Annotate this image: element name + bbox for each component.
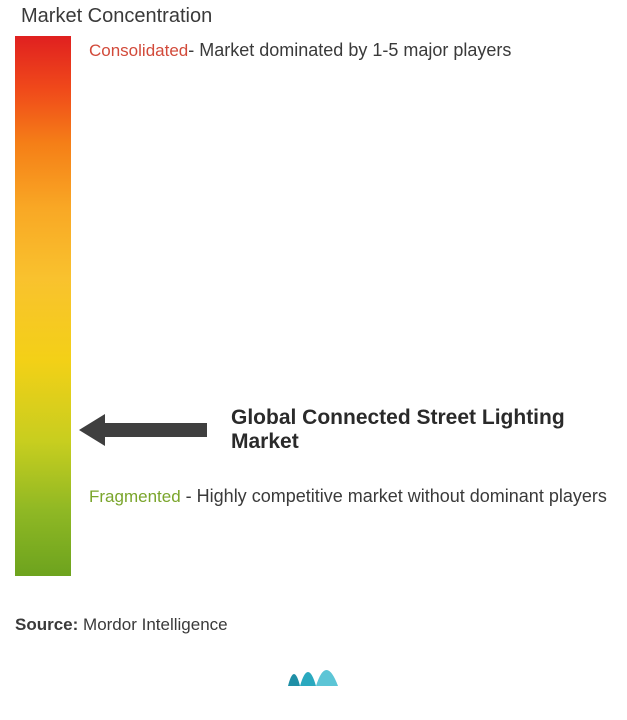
source-label: Source: (15, 615, 78, 634)
concentration-gradient-bar (15, 36, 71, 576)
consolidated-label-row: Consolidated- Market dominated by 1-5 ma… (89, 36, 612, 65)
right-column: Consolidated- Market dominated by 1-5 ma… (89, 36, 612, 576)
main-area: Consolidated- Market dominated by 1-5 ma… (15, 36, 612, 596)
indicator-arrow-icon (79, 410, 209, 450)
brand-logo-icon (286, 656, 342, 695)
fragmented-desc: - Highly competitive market without domi… (181, 486, 607, 506)
chart-title: Market Concentration (21, 5, 612, 28)
consolidated-desc: - Market dominated by 1-5 major players (188, 40, 511, 60)
market-name-label: Global Connected Street Lighting Market (231, 406, 612, 454)
indicator-row: Global Connected Street Lighting Market (79, 406, 612, 454)
fragmented-label-row: Fragmented - Highly competitive market w… (89, 482, 612, 511)
source-row: Source: Mordor Intelligence (15, 615, 228, 635)
consolidated-term: Consolidated (89, 41, 188, 60)
source-value: Mordor Intelligence (83, 615, 228, 634)
fragmented-term: Fragmented (89, 487, 181, 506)
